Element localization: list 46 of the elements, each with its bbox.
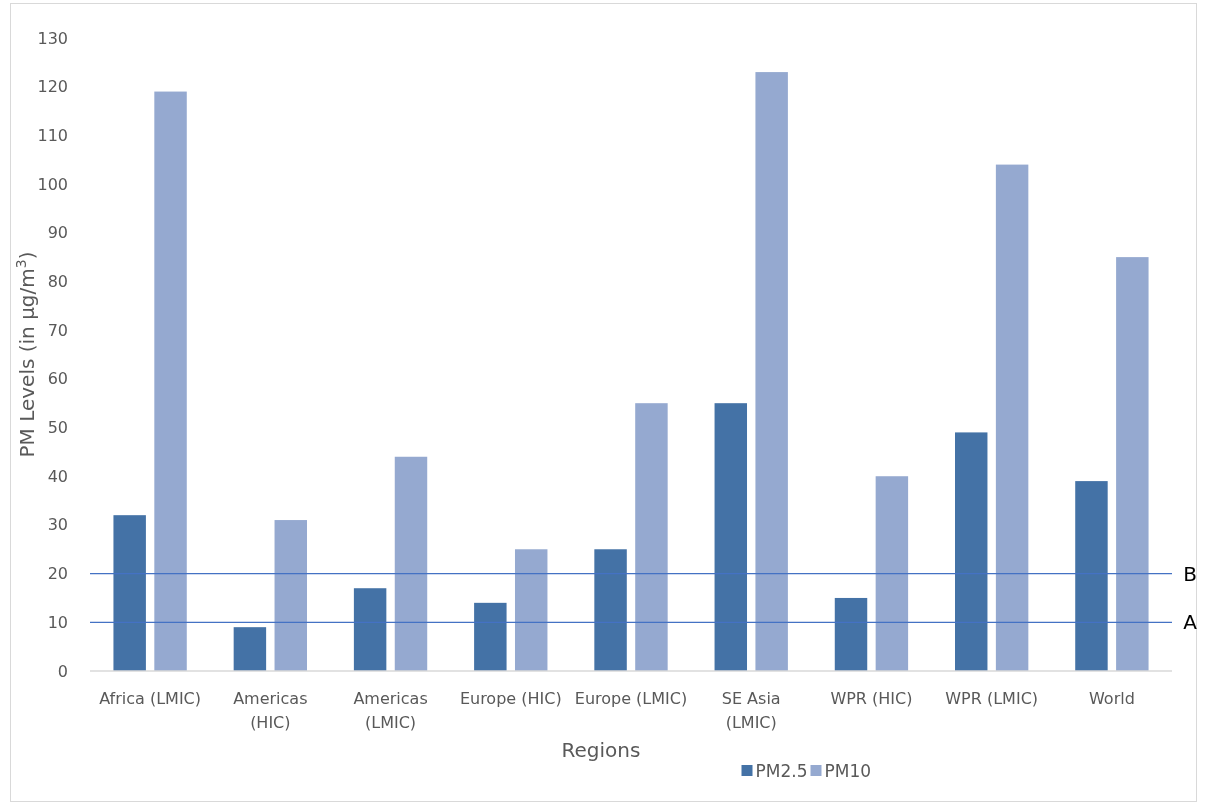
y-tick-label: 110	[37, 125, 68, 145]
y-tick-label: 100	[37, 174, 68, 194]
y-tick-label: 70	[47, 320, 68, 340]
bar	[834, 597, 868, 671]
x-tick-label: Americas (LMIC)	[353, 688, 428, 732]
bar	[233, 627, 267, 671]
bar	[635, 403, 668, 671]
bar	[274, 520, 307, 671]
bar	[154, 91, 187, 671]
bar	[875, 476, 909, 671]
bar	[594, 549, 627, 671]
x-tick-label: Africa (LMIC)	[99, 688, 202, 708]
bar	[995, 164, 1029, 671]
y-tick-label: 0	[57, 661, 68, 681]
ref-line-label: B	[1183, 561, 1197, 586]
x-tick-label: Europe (HIC)	[459, 688, 562, 708]
x-tick-label: World	[1088, 688, 1135, 708]
x-tick-label: SE Asia (LMIC)	[721, 688, 781, 732]
x-tick-label: Europe (LMIC)	[574, 688, 688, 708]
bar	[394, 456, 428, 671]
bar	[474, 602, 507, 671]
x-tick-label: WPR (HIC)	[830, 688, 913, 708]
x-tick-label: Americas (HIC)	[233, 688, 308, 732]
legend-label: PM10	[824, 761, 872, 781]
y-tick-label: 40	[47, 466, 68, 486]
y-tick-label: 130	[37, 28, 68, 48]
ref-line-label: A	[1183, 610, 1198, 635]
bar	[1116, 257, 1149, 671]
x-tick-label: WPR (LMIC)	[945, 688, 1039, 708]
y-tick-label: 30	[47, 515, 68, 535]
bar	[1075, 481, 1108, 671]
bar	[714, 403, 748, 671]
x-axis-title: Regions	[561, 738, 641, 762]
y-tick-label: 120	[37, 77, 68, 97]
bar	[955, 432, 988, 671]
bar	[514, 549, 548, 671]
y-tick-label: 90	[47, 223, 68, 243]
y-tick-label: 20	[47, 564, 68, 584]
y-tick-label: 80	[47, 271, 68, 291]
bar	[353, 588, 387, 671]
bar	[113, 515, 146, 671]
y-tick-label: 60	[47, 369, 68, 389]
y-tick-label: 10	[47, 612, 68, 632]
bar	[755, 72, 788, 671]
legend-label: PM2.5	[755, 761, 808, 781]
y-tick-label: 50	[47, 418, 68, 438]
